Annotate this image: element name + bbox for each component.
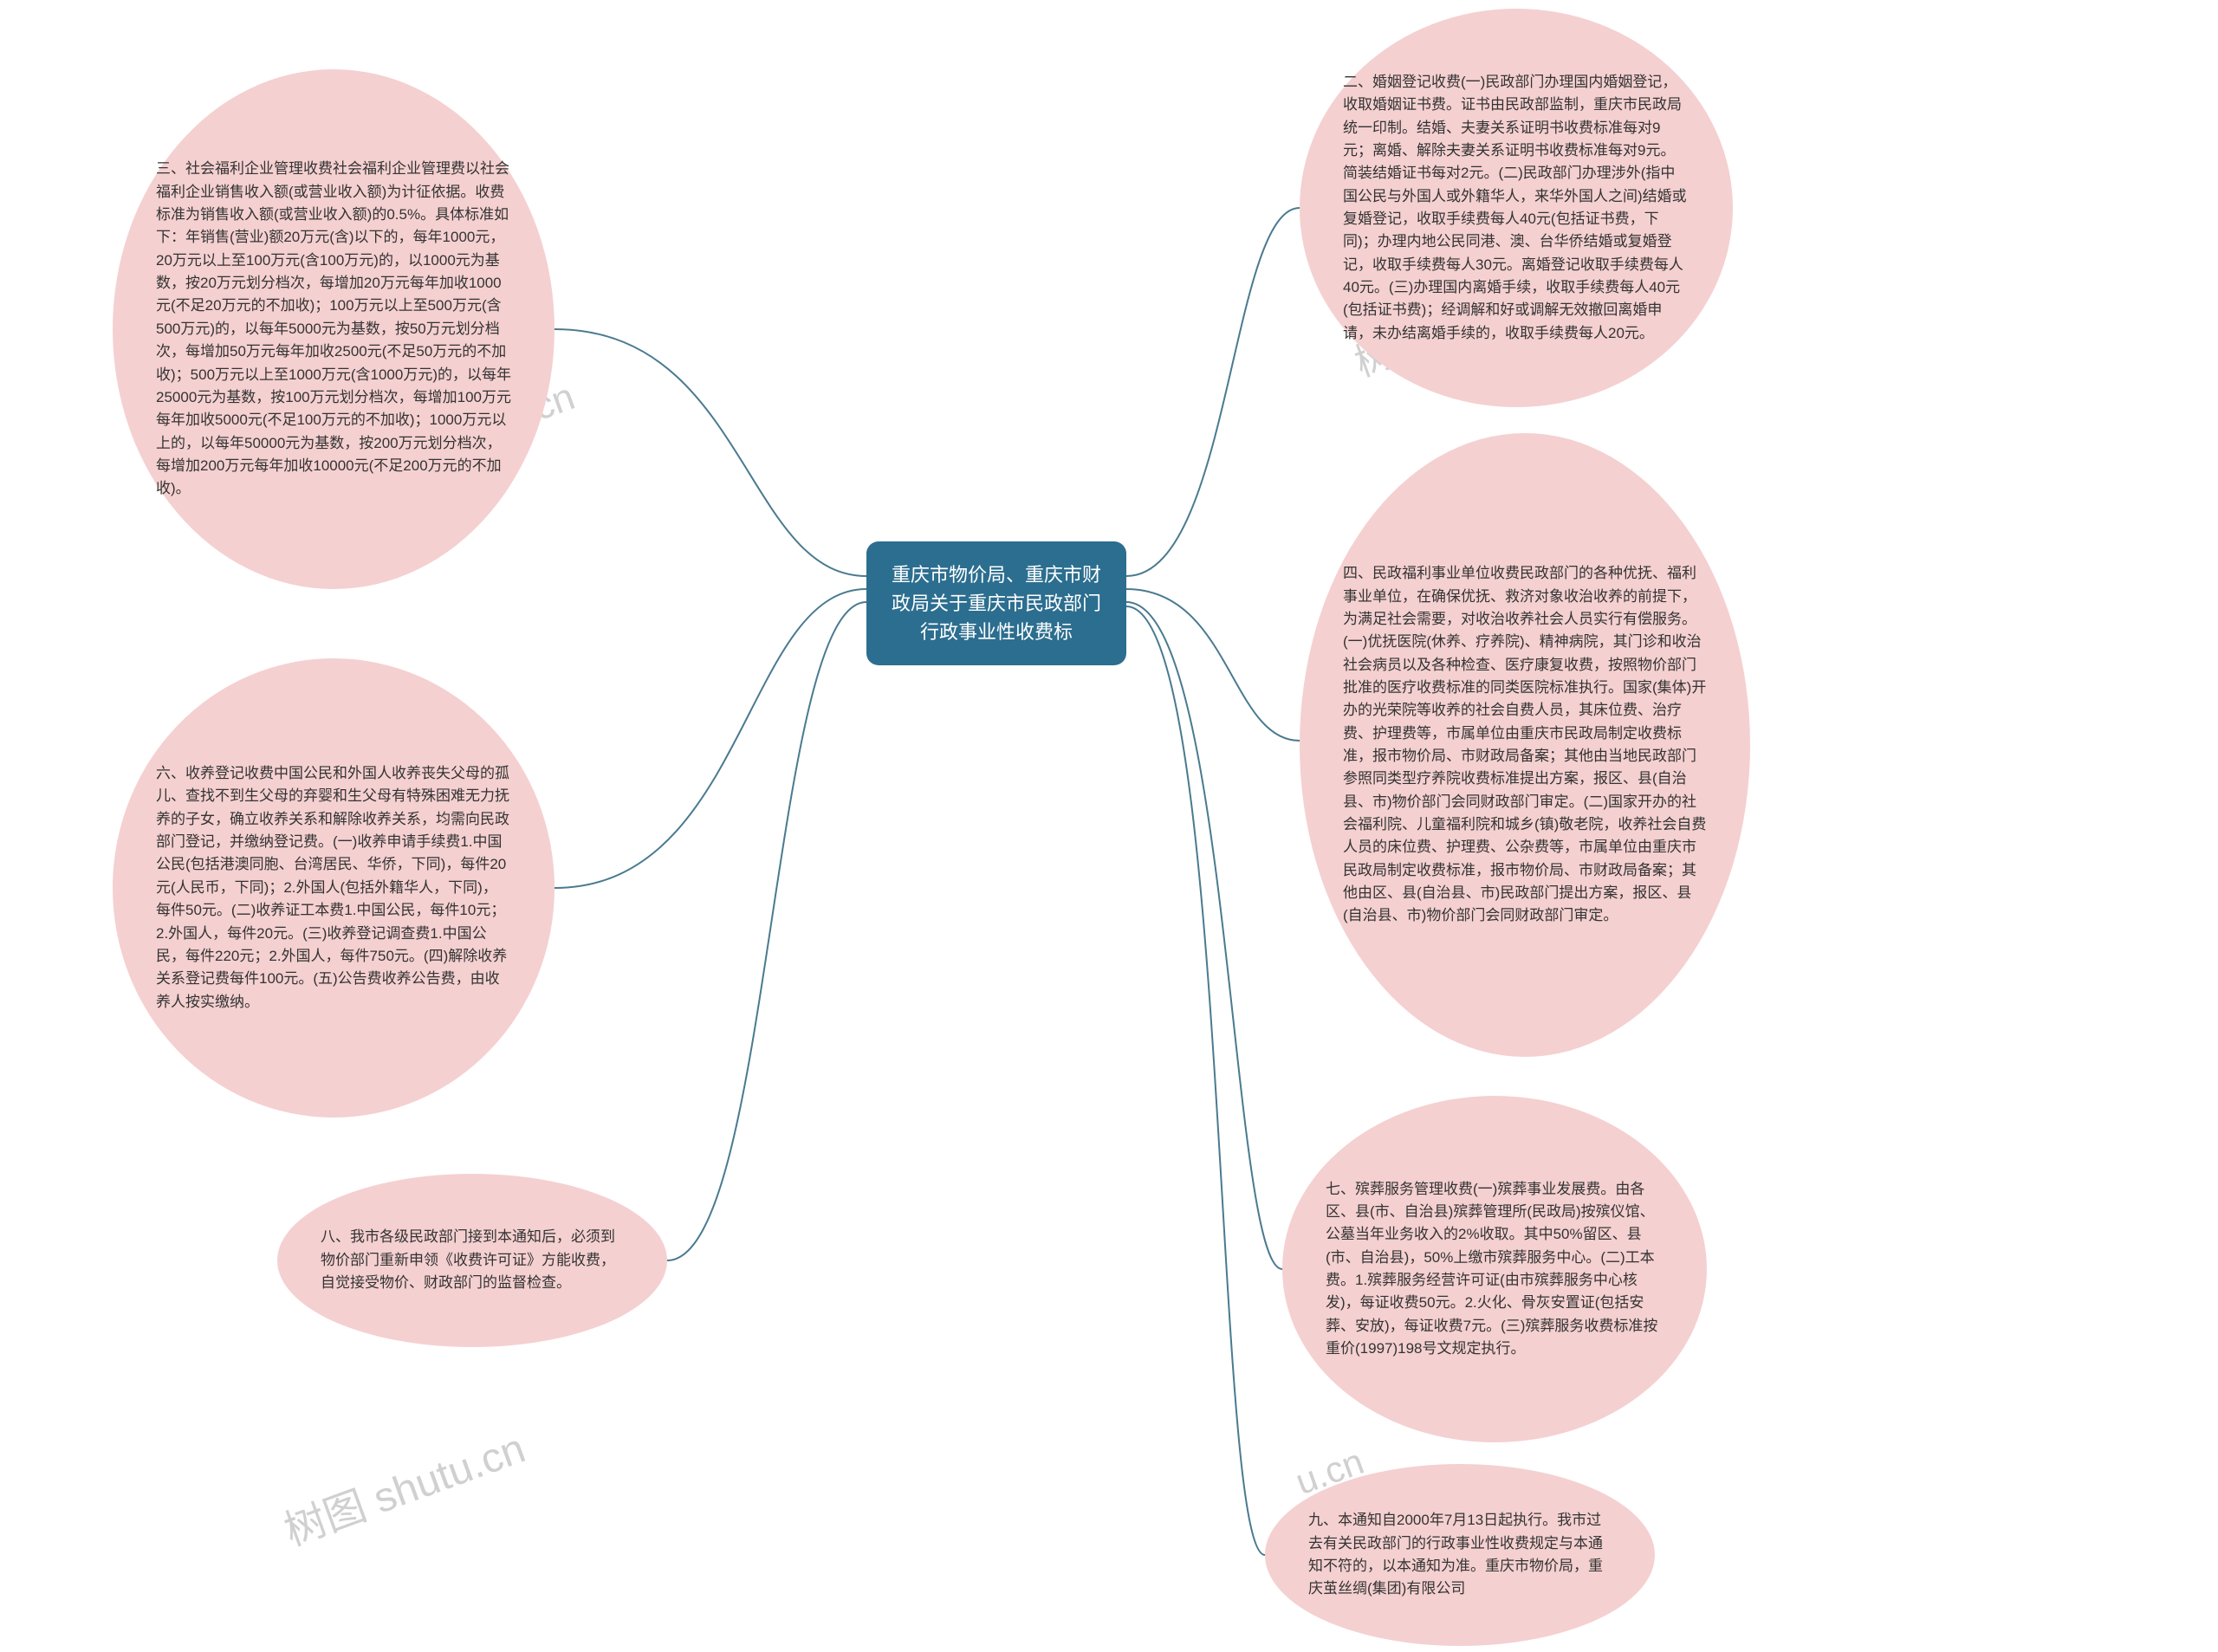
edge-n8 [667, 602, 866, 1260]
node-n7[interactable]: 七、殡葬服务管理收费(一)殡葬事业发展费。由各区、县(市、自治县)殡葬管理所(民… [1282, 1096, 1707, 1442]
node-n7-text: 七、殡葬服务管理收费(一)殡葬事业发展费。由各区、县(市、自治县)殡葬管理所(民… [1326, 1178, 1664, 1361]
node-n6[interactable]: 六、收养登记收费中国公民和外国人收养丧失父母的孤儿、查找不到生父母的弃婴和生父母… [113, 658, 554, 1118]
node-n9-text: 九、本通知自2000年7月13日起执行。我市过去有关民政部门的行政事业性收费规定… [1308, 1509, 1612, 1600]
watermark: 树图 shutu.cn [275, 1414, 532, 1557]
node-n8-text: 八、我市各级民政部门接到本通知后，必须到物价部门重新申领《收费许可证》方能收费，… [321, 1226, 624, 1294]
edge-n9 [1126, 606, 1265, 1555]
node-n6-text: 六、收养登记收费中国公民和外国人收养丧失父母的孤儿、查找不到生父母的弃婴和生父母… [156, 762, 511, 1014]
edge-n4 [1126, 589, 1300, 741]
center-text: 重庆市物价局、重庆市财政局关于重庆市民政部门行政事业性收费标 [892, 564, 1101, 643]
node-n8[interactable]: 八、我市各级民政部门接到本通知后，必须到物价部门重新申领《收费许可证》方能收费，… [277, 1174, 667, 1347]
edge-n6 [554, 589, 866, 888]
node-n3[interactable]: 三、社会福利企业管理收费社会福利企业管理费以社会福利企业销售收入额(或营业收入额… [113, 69, 554, 589]
node-n9[interactable]: 九、本通知自2000年7月13日起执行。我市过去有关民政部门的行政事业性收费规定… [1265, 1464, 1655, 1646]
node-n3-text: 三、社会福利企业管理收费社会福利企业管理费以社会福利企业销售收入额(或营业收入额… [156, 158, 511, 500]
edge-n3 [554, 329, 866, 576]
node-n2-text: 二、婚姻登记收费(一)民政部门办理国内婚姻登记，收取婚姻证书费。证书由民政部监制… [1343, 71, 1689, 345]
edge-n2 [1126, 208, 1300, 576]
node-n4-text: 四、民政福利事业单位收费民政部门的各种优抚、福利事业单位，在确保优抚、救济对象收… [1343, 562, 1707, 928]
node-n4[interactable]: 四、民政福利事业单位收费民政部门的各种优抚、福利事业单位，在确保优抚、救济对象收… [1300, 433, 1750, 1057]
node-n2[interactable]: 二、婚姻登记收费(一)民政部门办理国内婚姻登记，收取婚姻证书费。证书由民政部监制… [1300, 9, 1733, 407]
center-node[interactable]: 重庆市物价局、重庆市财政局关于重庆市民政部门行政事业性收费标 [866, 541, 1126, 665]
edge-n7 [1126, 602, 1282, 1269]
